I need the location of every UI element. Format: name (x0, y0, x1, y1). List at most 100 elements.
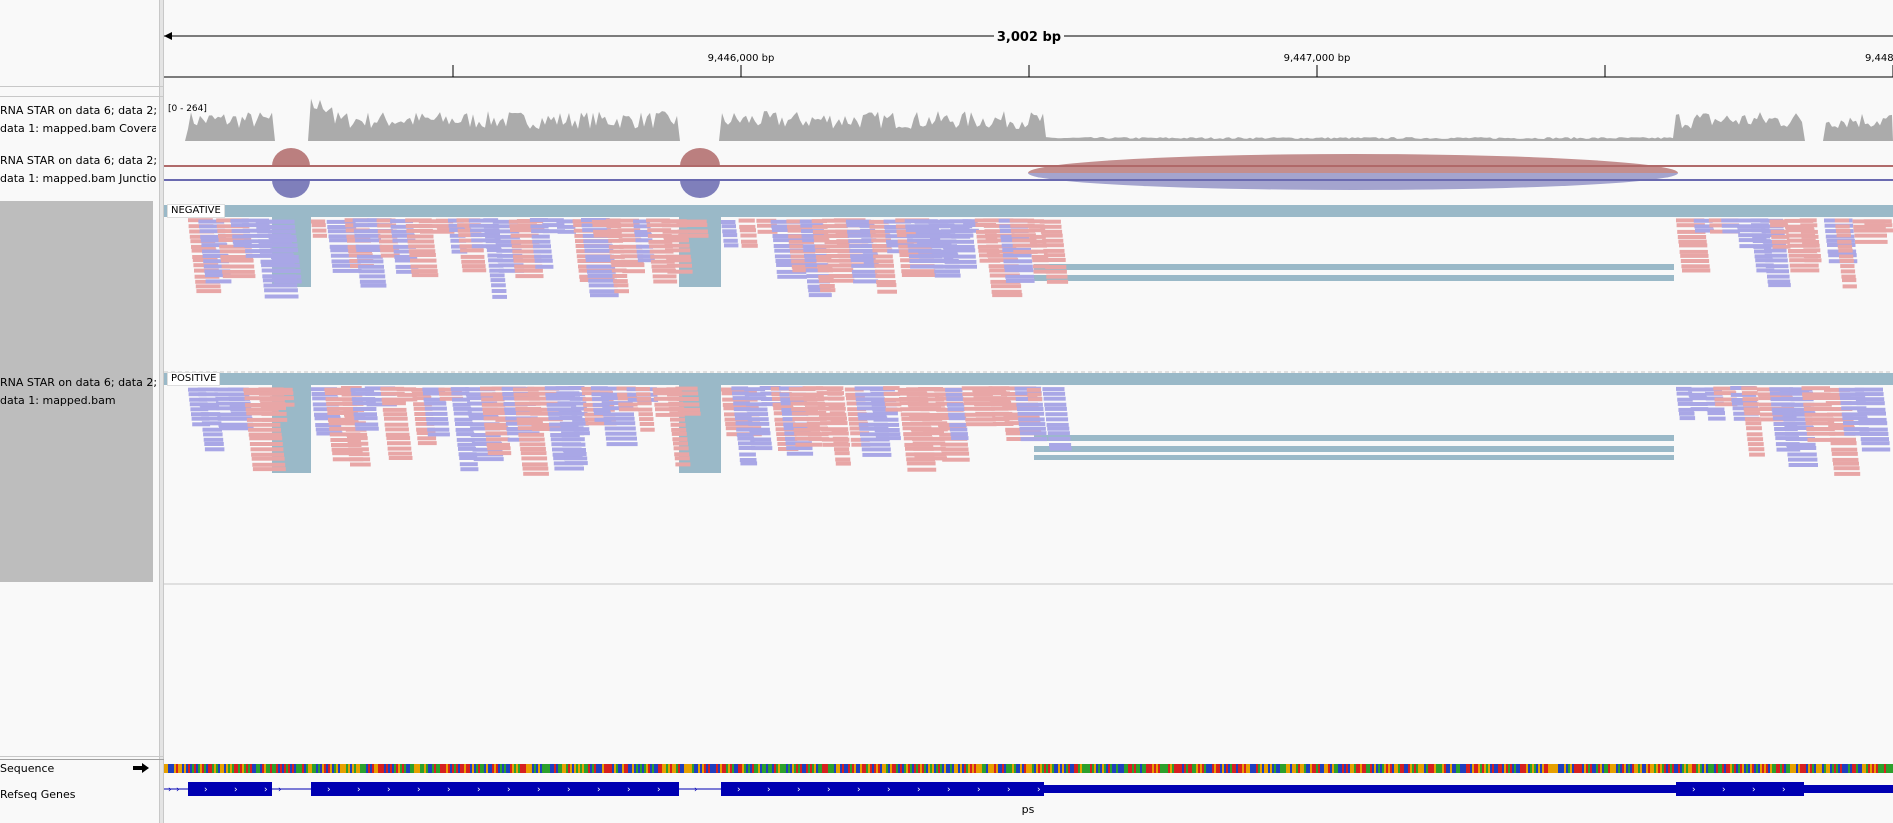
read (875, 436, 901, 441)
sequence-track[interactable] (164, 764, 1893, 773)
long-spliced-read (1034, 275, 1674, 281)
read (859, 223, 875, 228)
read (721, 224, 736, 229)
sequence-base (1742, 764, 1744, 773)
sequence-base (684, 764, 686, 773)
sequence-track-name[interactable]: Sequence (0, 760, 156, 778)
read (1786, 442, 1816, 447)
sequence-base (648, 764, 650, 773)
sequence-base (1798, 764, 1800, 773)
sequence-base (1026, 764, 1028, 773)
sequence-base (958, 764, 960, 773)
read (202, 249, 228, 254)
read (1800, 223, 1818, 228)
read (555, 386, 579, 391)
strand-chevron-icon: › (537, 785, 541, 795)
read (802, 244, 826, 249)
sequence-base (1318, 764, 1320, 773)
read (328, 234, 358, 239)
data-panel[interactable]: 3,002 bp 9,446,000 bp 9,447,000 bp 9,448… (164, 0, 1893, 823)
sequence-base (1222, 764, 1224, 773)
read (359, 279, 386, 284)
strand-chevron-icon: › (387, 785, 391, 795)
read (651, 264, 676, 269)
read (614, 289, 629, 294)
refseq-gene[interactable]: › › › › › › › › › › › › › › › › › › › › › › › › › › › › › ›› › › › (164, 782, 1893, 796)
read (793, 422, 820, 427)
right-arrow-icon[interactable] (133, 763, 149, 773)
sequence-base (1872, 764, 1874, 773)
read (674, 456, 690, 461)
strand-chevron-icon: › (977, 785, 981, 795)
sequence-base (1850, 764, 1852, 773)
sequence-base (632, 764, 634, 773)
tracks-canvas[interactable]: [0 - 264] › › › › › › › › › › › › › › › › › › › › › › › › › › › › › ›… (164, 0, 1893, 823)
sequence-base (1194, 764, 1196, 773)
alignment-track-name[interactable]: RNA STAR on data 6; data 2; and data 1: … (0, 374, 156, 410)
sequence-base (320, 764, 322, 773)
read (760, 397, 782, 401)
read (1736, 218, 1765, 223)
strand-chevron-icon: › (917, 785, 921, 795)
sequence-base (430, 764, 432, 773)
sequence-base (1610, 764, 1612, 773)
sequence-base (1768, 764, 1770, 773)
sequence-base (1208, 764, 1210, 773)
junction-arcs[interactable] (164, 148, 1893, 198)
read (749, 427, 770, 432)
sequence-base (658, 764, 660, 773)
read (1713, 386, 1736, 391)
read (1854, 233, 1887, 238)
read (1842, 278, 1857, 283)
coverage-histogram[interactable] (164, 98, 1893, 141)
read (885, 407, 902, 412)
sequence-base (176, 764, 178, 773)
read (1834, 218, 1850, 223)
sequence-base (1588, 764, 1590, 773)
alignment-reads[interactable] (164, 205, 1893, 476)
read (1772, 244, 1791, 249)
coverage-track-name[interactable]: RNA STAR on data 6; data 2; and data 1: … (0, 102, 156, 138)
sequence-base (350, 764, 352, 773)
sequence-base (886, 764, 888, 773)
read (987, 253, 1018, 258)
coverage-range-label: [0 - 264] (168, 104, 207, 114)
ruler[interactable]: 3,002 bp 9,446,000 bp 9,447,000 bp 9,448… (164, 0, 1893, 96)
read (513, 258, 542, 263)
strand-chevron-icon: › (737, 785, 741, 795)
sequence-base (1294, 764, 1296, 773)
read (827, 391, 843, 396)
read (861, 243, 877, 248)
read (871, 402, 897, 407)
read (199, 229, 226, 234)
sequence-base (864, 764, 866, 773)
sequence-base (672, 764, 674, 773)
read (269, 238, 297, 243)
sequence-base (698, 764, 700, 773)
read (1855, 392, 1884, 397)
read (675, 386, 698, 391)
read (1049, 443, 1072, 447)
read (350, 387, 374, 392)
sequence-base (1760, 764, 1762, 773)
sequence-base (1438, 764, 1440, 773)
read (943, 248, 976, 253)
read (1806, 431, 1836, 436)
read (481, 397, 505, 402)
read (205, 279, 232, 284)
read (1679, 243, 1708, 248)
sequence-base (468, 764, 470, 773)
junctions-track-name[interactable]: RNA STAR on data 6; data 2; and data 1: … (0, 152, 156, 188)
genes-track-name[interactable]: Refseq Genes (0, 786, 156, 804)
read (846, 396, 865, 401)
sequence-base (1432, 764, 1434, 773)
sequence-base (1532, 764, 1534, 773)
read (991, 411, 1013, 416)
read (330, 253, 360, 258)
read (1045, 269, 1067, 274)
sequence-base (402, 764, 404, 773)
sequence-base (1110, 764, 1112, 773)
read (248, 427, 281, 432)
read (876, 283, 897, 288)
panel-divider[interactable] (159, 0, 164, 823)
